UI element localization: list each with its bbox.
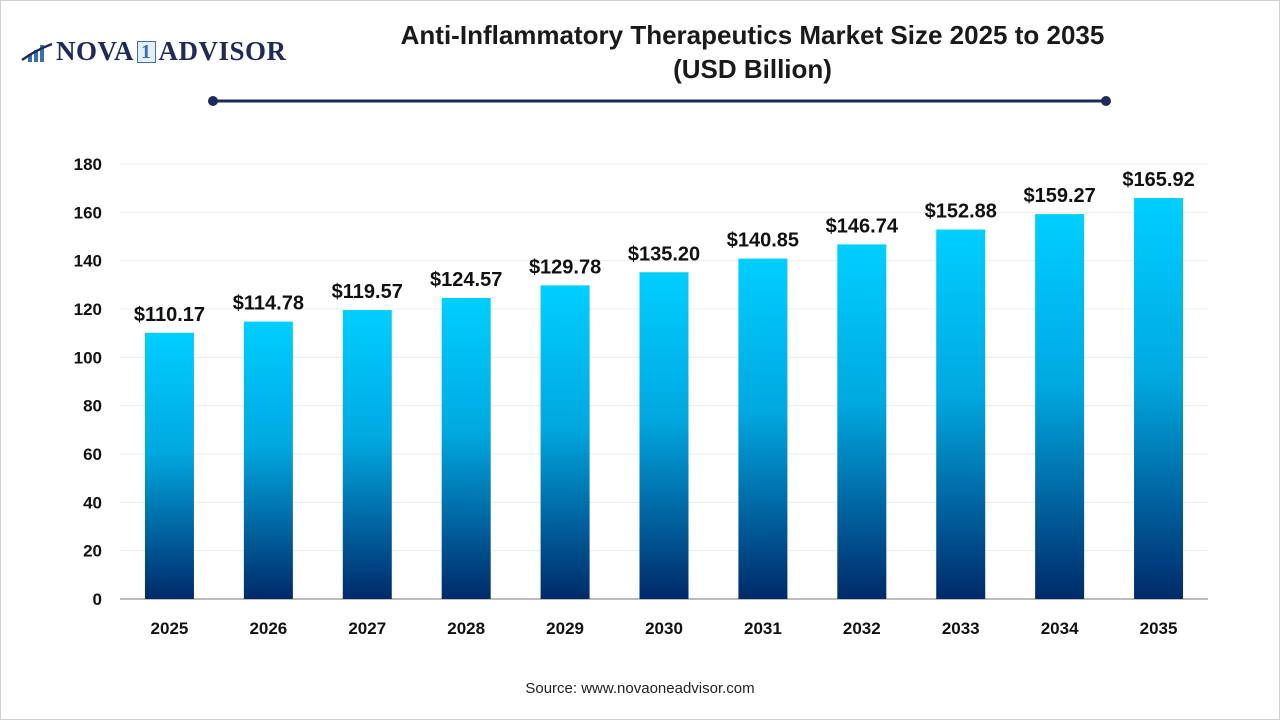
- bar-2030: [639, 272, 689, 599]
- x-tick-label: 2031: [744, 619, 782, 638]
- x-tick-label: 2026: [249, 619, 287, 638]
- y-tick-label: 0: [93, 590, 102, 609]
- data-label: $119.57: [332, 281, 403, 303]
- y-tick-label: 180: [74, 155, 102, 174]
- logo-text-right: ADVISOR: [158, 36, 287, 66]
- data-label: $129.78: [529, 256, 601, 278]
- x-tick-label: 2033: [942, 619, 980, 638]
- bar-2033: [936, 229, 986, 600]
- bar-2029: [540, 285, 590, 599]
- bar-2034: [1035, 214, 1085, 599]
- title-rule-dot-right: [1101, 96, 1111, 106]
- x-tick-label: 2032: [843, 619, 881, 638]
- x-tick-label: 2028: [447, 619, 485, 638]
- nova-advisor-logo: NOVA 1 ADVISOR: [20, 36, 287, 67]
- bar-2025: [144, 332, 194, 599]
- bar-2032: [837, 244, 887, 599]
- x-tick-label: 2035: [1140, 619, 1178, 638]
- data-label: $114.78: [233, 293, 304, 315]
- data-label: $110.17: [134, 304, 205, 326]
- bar-2031: [738, 258, 788, 599]
- y-tick-label: 120: [74, 300, 102, 319]
- bar-2027: [342, 310, 392, 599]
- data-label: $159.27: [1023, 185, 1095, 207]
- x-tick-label: 2034: [1041, 619, 1079, 638]
- bar-2035: [1134, 198, 1184, 599]
- logo-one: 1: [137, 40, 156, 63]
- x-tick-label: 2029: [546, 619, 584, 638]
- y-tick-label: 140: [74, 252, 102, 271]
- data-label: $165.92: [1122, 169, 1194, 191]
- bar-2026: [243, 321, 293, 599]
- bar-chart-logo-icon: [21, 42, 53, 62]
- x-tick-label: 2025: [151, 619, 189, 638]
- logo-text: NOVA: [56, 36, 135, 66]
- chart-title: Anti-Inflammatory Therapeutics Market Si…: [300, 18, 1205, 86]
- title-line-1: Anti-Inflammatory Therapeutics Market Si…: [400, 20, 1105, 50]
- bar-2028: [441, 297, 491, 599]
- data-label: $135.20: [628, 243, 700, 265]
- title-line-2: (USD Billion): [673, 54, 832, 84]
- x-tick-label: 2027: [348, 619, 386, 638]
- source-note: Source: www.novaoneadvisor.com: [525, 680, 755, 697]
- data-label: $140.85: [727, 230, 799, 252]
- y-tick-label: 40: [83, 493, 102, 512]
- x-tick-label: 2030: [645, 619, 683, 638]
- data-label: $152.88: [925, 201, 997, 223]
- title-rule-dot-left: [208, 96, 218, 106]
- data-label: $124.57: [430, 269, 502, 291]
- y-tick-label: 100: [74, 348, 102, 367]
- y-tick-label: 80: [83, 397, 102, 416]
- y-tick-label: 160: [74, 203, 102, 222]
- y-tick-label: 20: [83, 542, 102, 561]
- y-tick-label: 60: [83, 445, 102, 464]
- data-label: $146.74: [826, 215, 899, 237]
